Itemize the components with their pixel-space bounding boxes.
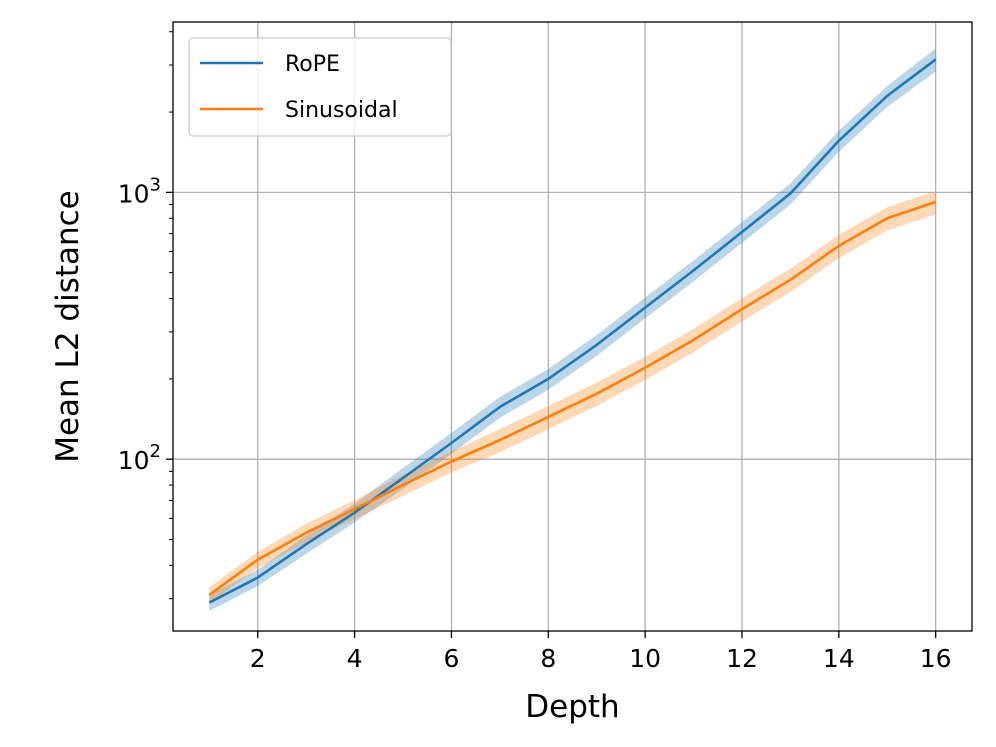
band-sinusoidal <box>209 191 936 604</box>
x-tick-label: 14 <box>823 644 855 673</box>
x-tick-label: 6 <box>443 644 459 673</box>
x-tick-label: 2 <box>250 644 266 673</box>
x-tick-label: 16 <box>920 644 952 673</box>
legend-label-sinusoidal: Sinusoidal <box>285 98 398 123</box>
legend: RoPE Sinusoidal <box>188 37 452 137</box>
x-tick-label: 8 <box>540 644 556 673</box>
plot-frame <box>172 21 973 632</box>
y-axis-ticks: 102 103 <box>118 31 173 600</box>
line-sinusoidal <box>208 200 937 596</box>
line-rope <box>208 58 937 604</box>
y-tick-label: 103 <box>118 174 161 208</box>
band-rope <box>209 48 936 611</box>
x-tick-label: 12 <box>726 644 758 673</box>
series-lines <box>208 58 937 604</box>
y-axis-label: Mean L2 distance <box>50 190 86 463</box>
x-axis-label: Depth <box>525 689 619 725</box>
confidence-bands <box>209 48 936 611</box>
x-tick-label: 4 <box>347 644 363 673</box>
x-axis-ticks: 2 4 6 8 10 12 14 16 <box>250 631 952 673</box>
y-tick-label: 102 <box>118 441 161 475</box>
x-tick-label: 10 <box>629 644 661 673</box>
legend-label-rope: RoPE <box>285 52 340 77</box>
